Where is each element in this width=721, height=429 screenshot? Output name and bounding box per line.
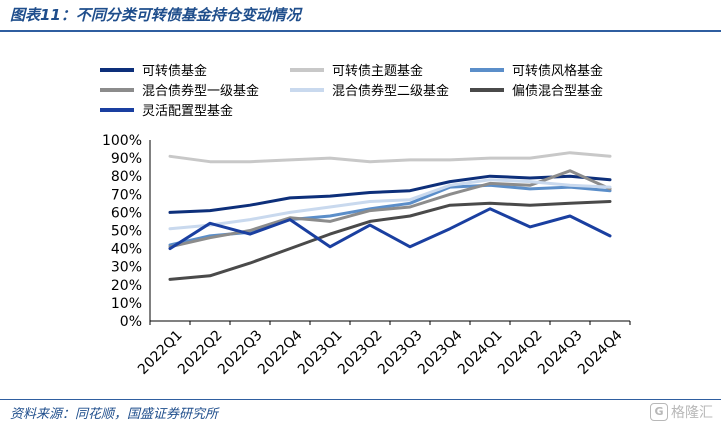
y-tick-label: 0% xyxy=(120,314,142,330)
watermark-logo: G 格隆汇 xyxy=(650,402,713,422)
series-line-5 xyxy=(168,178,612,231)
line-chart: 0%10%20%30%40%50%60%70%80%90%100%2022Q12… xyxy=(100,63,631,378)
y-tick-label: 30% xyxy=(111,260,142,276)
legend-label: 偏债混合型基金 xyxy=(512,83,603,99)
legend-label: 混合债券型一级基金 xyxy=(142,83,259,99)
y-tick-label: 100% xyxy=(102,133,142,149)
y-tick-label: 90% xyxy=(111,151,142,167)
legend-label: 灵活配置型基金 xyxy=(142,103,233,119)
chart-title: 图表11：不同分类可转债基金持仓变动情况 xyxy=(10,6,301,24)
watermark-icon: G xyxy=(650,403,668,421)
footer-divider xyxy=(0,399,721,400)
legend-label: 可转债主题基金 xyxy=(332,63,423,79)
title-divider xyxy=(0,30,721,32)
y-tick-label: 10% xyxy=(111,296,142,312)
y-tick-label: 50% xyxy=(111,224,142,240)
series-line-6 xyxy=(168,200,612,281)
legend-label: 可转债风格基金 xyxy=(512,63,603,79)
legend-label: 混合债券型二级基金 xyxy=(332,83,449,99)
y-tick-label: 70% xyxy=(111,187,142,203)
source-note: 资料来源：同花顺，国盛证券研究所 xyxy=(10,407,219,422)
y-tick-label: 80% xyxy=(111,169,142,185)
series-line-2 xyxy=(168,151,612,164)
y-tick-label: 60% xyxy=(111,205,142,221)
y-tick-label: 20% xyxy=(111,278,142,294)
x-tick-label: 2024Q4 xyxy=(575,327,626,378)
series-line-1 xyxy=(168,174,612,214)
y-tick-label: 40% xyxy=(111,242,142,258)
series-line-7 xyxy=(168,207,612,251)
watermark-text: 格隆汇 xyxy=(671,405,713,421)
legend-label: 可转债基金 xyxy=(142,63,207,79)
